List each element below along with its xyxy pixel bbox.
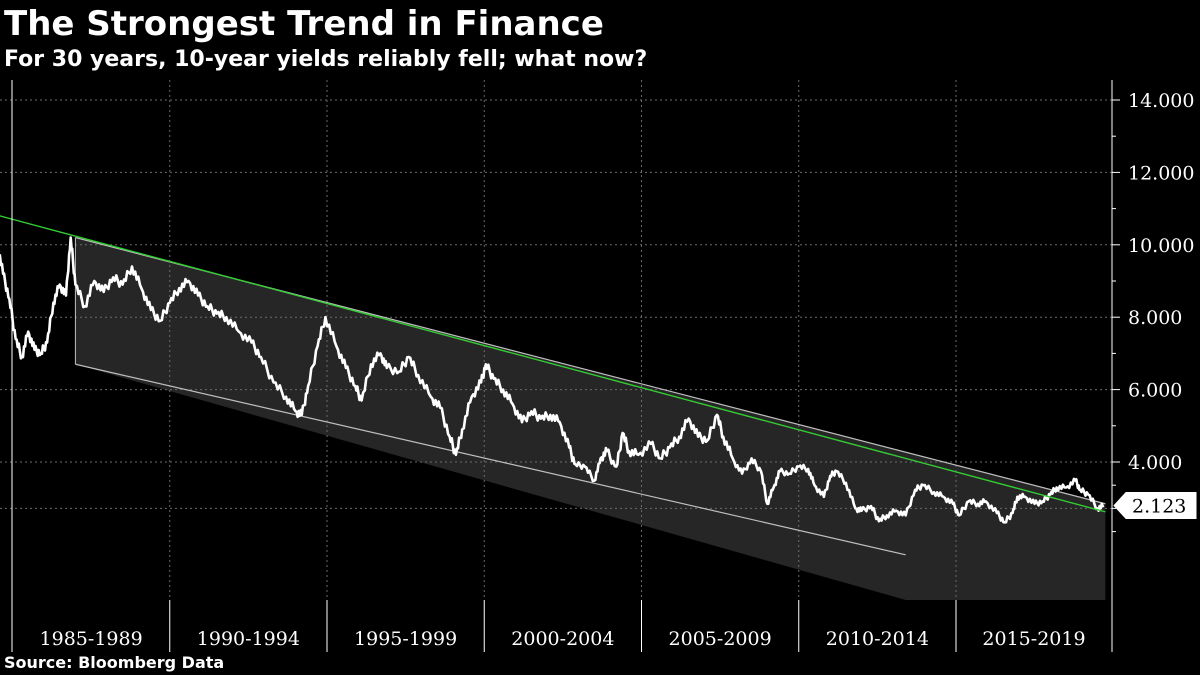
y-tick-label: 8.000 <box>1128 307 1182 329</box>
chart-title: The Strongest Trend in Finance <box>4 4 604 44</box>
x-category-label: 1995-1999 <box>354 628 457 650</box>
y-tick-label: 12.000 <box>1128 162 1194 184</box>
source-note: Source: Bloomberg Data <box>4 653 225 672</box>
channel-lower-line <box>75 363 906 556</box>
channel-band <box>75 237 1106 600</box>
x-category-label: 2000-2004 <box>511 628 614 650</box>
y-tick-label: 10.000 <box>1128 235 1194 257</box>
yield-series-line <box>0 236 1105 524</box>
last-value-label: 2.123 <box>1132 496 1186 518</box>
x-category-label: 2015-2019 <box>982 628 1085 650</box>
x-category-label: 2010-2014 <box>826 628 929 650</box>
x-category-label: 1985-1989 <box>40 628 143 650</box>
x-category-label: 1990-1994 <box>197 628 300 650</box>
chart-subtitle: For 30 years, 10-year yields reliably fe… <box>4 47 648 72</box>
y-tick-label: 4.000 <box>1128 452 1182 474</box>
y-tick-label: 6.000 <box>1128 380 1182 402</box>
x-category-label: 2005-2009 <box>669 628 772 650</box>
y-tick-label: 14.000 <box>1128 90 1194 112</box>
trend-line <box>0 215 1106 513</box>
last-value-callout <box>1113 492 1197 520</box>
